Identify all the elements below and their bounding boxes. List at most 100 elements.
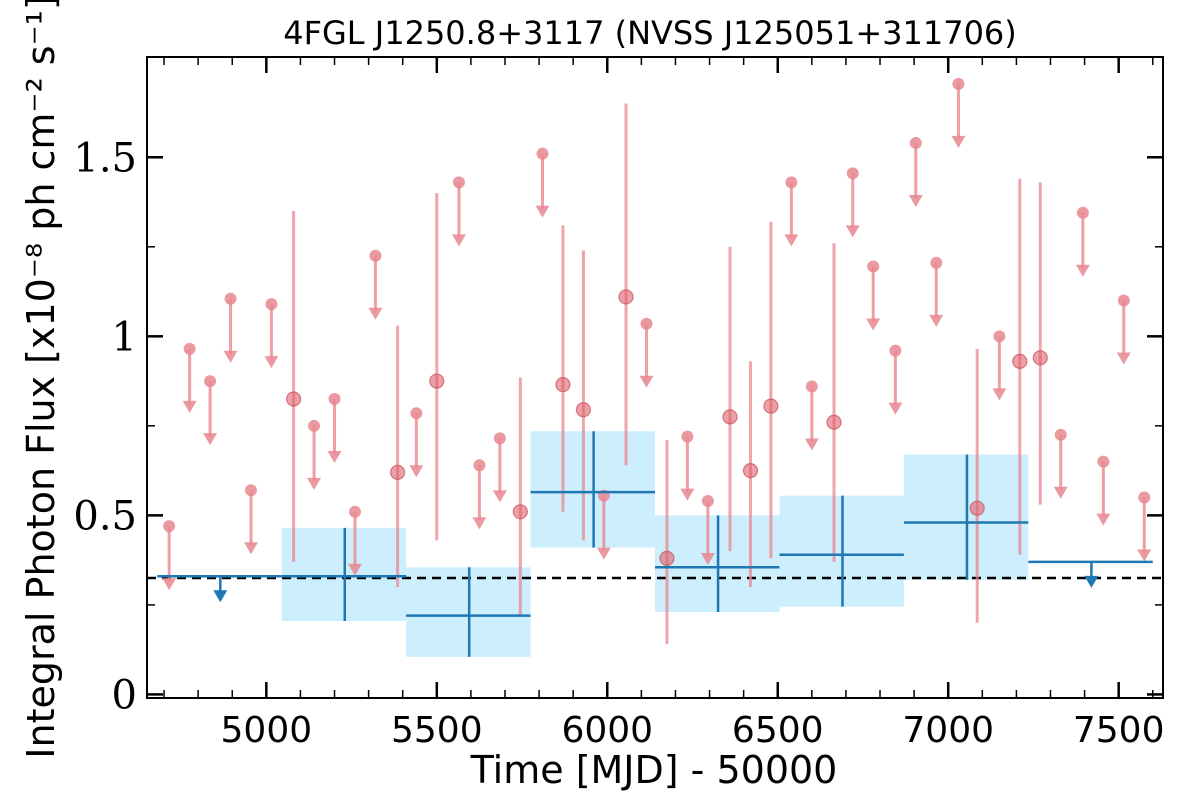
short-bin-upper-limit bbox=[535, 147, 550, 218]
upper-limit-marker bbox=[265, 298, 278, 311]
upper-limit-arrow bbox=[1084, 575, 1099, 588]
short-bin-upper-limit bbox=[784, 176, 799, 247]
upper-limit-marker bbox=[993, 330, 1006, 343]
upper-limit-marker bbox=[369, 249, 382, 262]
x-tick-label: 7500 bbox=[1073, 710, 1165, 751]
y-tick-label: 1.5 bbox=[73, 135, 137, 181]
upper-limit-marker bbox=[410, 407, 423, 420]
upper-limit-arrow bbox=[1096, 513, 1111, 526]
upper-limit-marker bbox=[536, 147, 549, 160]
upper-limit-arrow bbox=[409, 465, 424, 478]
short-bin-detection bbox=[742, 361, 759, 587]
detection-marker bbox=[512, 504, 528, 520]
detection-marker bbox=[389, 464, 406, 480]
short-bin-upper-limit bbox=[888, 344, 903, 415]
short-bin-detection bbox=[618, 103, 634, 466]
upper-limit-marker bbox=[1138, 491, 1151, 504]
upper-limit-marker bbox=[204, 375, 217, 388]
upper-limit-arrow bbox=[804, 438, 819, 451]
short-bin-detection bbox=[512, 377, 528, 616]
detection-marker bbox=[1012, 353, 1028, 369]
upper-limit-arrow bbox=[951, 135, 966, 148]
x-tick-label: 7000 bbox=[902, 710, 994, 751]
short-bin-upper-limit bbox=[1116, 294, 1131, 365]
upper-limit-marker bbox=[452, 176, 465, 189]
detection-marker bbox=[1032, 350, 1048, 366]
short-bin-upper-limit bbox=[639, 317, 654, 388]
short-bin-upper-limit bbox=[347, 505, 362, 576]
detection-marker bbox=[286, 391, 302, 407]
upper-limit-marker bbox=[328, 392, 341, 405]
short-bin-upper-limit bbox=[700, 495, 715, 566]
upper-limit-arrow bbox=[992, 388, 1007, 401]
short-bin-upper-limit bbox=[1137, 491, 1152, 562]
short-bin-upper-limit bbox=[1096, 455, 1111, 526]
short-bin-upper-limit bbox=[951, 77, 966, 148]
upper-limit-marker bbox=[224, 292, 237, 305]
upper-limit-arrow bbox=[162, 578, 177, 591]
upper-limit-arrow bbox=[1053, 486, 1068, 499]
upper-limit-arrow bbox=[203, 433, 218, 446]
short-bin-detection bbox=[555, 225, 571, 512]
short-bin-detection bbox=[1012, 178, 1028, 555]
detection-marker bbox=[742, 463, 759, 479]
detection-marker bbox=[969, 500, 985, 516]
upper-limit-arrow bbox=[472, 517, 487, 530]
upper-limit-arrow bbox=[1137, 549, 1152, 562]
long-bin-detection bbox=[779, 495, 904, 607]
short-bin-detection bbox=[389, 325, 406, 587]
short-bin-upper-limit bbox=[327, 392, 342, 463]
upper-limit-arrow bbox=[223, 350, 238, 363]
upper-limit-arrow bbox=[1116, 352, 1131, 365]
upper-limit-arrow bbox=[264, 356, 279, 369]
upper-limit-marker bbox=[952, 77, 965, 90]
upper-limit-marker bbox=[308, 419, 321, 432]
long-bin-upper-limit bbox=[1028, 560, 1153, 588]
upper-limit-marker bbox=[805, 380, 818, 393]
short-bin-upper-limit bbox=[409, 407, 424, 478]
short-bin-upper-limit bbox=[1075, 206, 1090, 277]
short-bin-upper-limit bbox=[307, 419, 322, 490]
short-bin-upper-limit bbox=[264, 298, 279, 369]
long-bin-detection bbox=[530, 431, 655, 548]
y-tick-label: 0.5 bbox=[73, 493, 137, 539]
upper-limit-marker bbox=[867, 260, 880, 273]
long-bin-bands bbox=[281, 431, 1029, 657]
upper-limit-marker bbox=[1054, 428, 1067, 441]
upper-limit-arrow bbox=[908, 194, 923, 207]
upper-limit-arrow bbox=[182, 400, 197, 413]
upper-limit-arrow bbox=[639, 375, 654, 388]
upper-limit-arrow bbox=[213, 590, 228, 603]
upper-limit-arrow bbox=[784, 234, 799, 247]
detection-marker bbox=[826, 414, 842, 430]
upper-limit-marker bbox=[1076, 206, 1089, 219]
long-bin-points bbox=[157, 431, 1153, 657]
detection-marker bbox=[429, 373, 445, 389]
long-bin-detection bbox=[406, 567, 531, 657]
upper-limit-marker bbox=[493, 432, 506, 445]
upper-limit-arrow bbox=[492, 490, 507, 503]
detection-marker bbox=[555, 377, 571, 393]
x-tick-label: 6500 bbox=[732, 710, 824, 751]
detection-marker bbox=[763, 398, 779, 414]
upper-limit-marker bbox=[348, 505, 361, 518]
plot-frame bbox=[146, 56, 1164, 699]
upper-limit-marker bbox=[244, 484, 257, 497]
upper-limit-marker bbox=[163, 520, 176, 533]
upper-limit-arrow bbox=[845, 225, 860, 238]
x-tick-label: 5500 bbox=[391, 710, 483, 751]
upper-limit-arrow bbox=[596, 547, 611, 560]
short-bin-upper-limit bbox=[368, 249, 383, 320]
short-bin-upper-limit bbox=[929, 256, 944, 327]
short-bin-upper-limit bbox=[680, 430, 695, 501]
upper-limit-marker bbox=[785, 176, 798, 189]
short-bin-detection bbox=[826, 243, 842, 562]
short-bin-upper-limit bbox=[866, 260, 881, 331]
short-bin-detection bbox=[763, 221, 779, 559]
upper-limit-arrow bbox=[929, 314, 944, 327]
short-bin-detection bbox=[1032, 182, 1048, 505]
short-bin-upper-limit bbox=[223, 292, 238, 363]
y-tick-label: 1 bbox=[112, 314, 137, 360]
upper-limit-marker bbox=[701, 495, 714, 508]
upper-limit-marker bbox=[846, 167, 859, 180]
